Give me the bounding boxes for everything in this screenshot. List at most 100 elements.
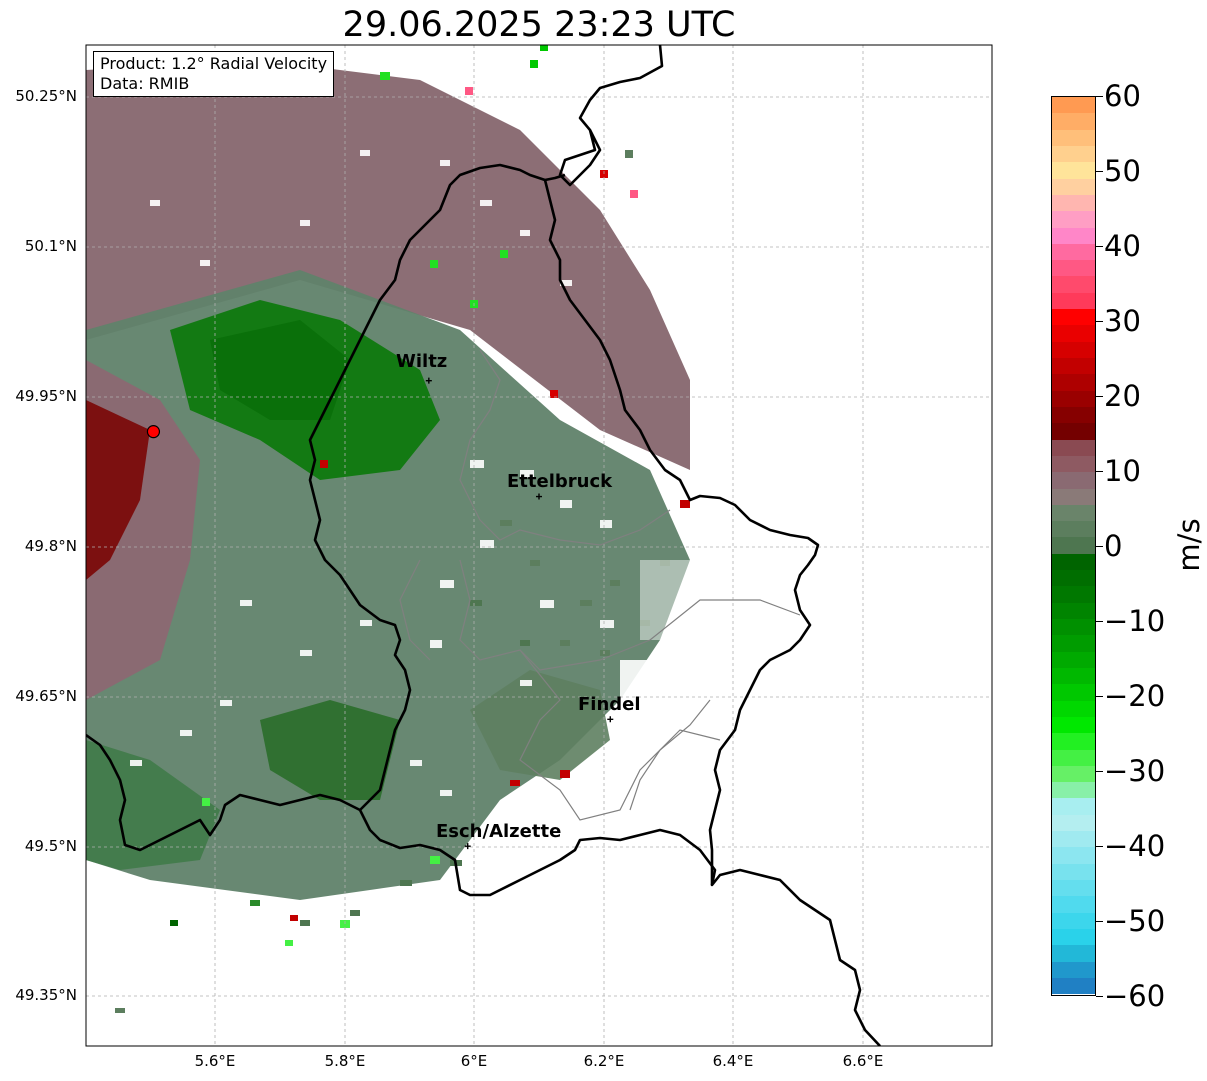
colorbar-tick [1096, 396, 1103, 397]
colorbar-segment [1052, 798, 1095, 815]
lat-tick-label: 49.35°N [15, 986, 77, 1004]
radar-field [86, 45, 992, 1046]
colorbar-segment [1052, 341, 1095, 358]
colorbar-segment [1052, 945, 1095, 962]
echo-findel-cluster [470, 670, 610, 780]
colorbar-segment [1052, 276, 1095, 293]
colorbar-segment [1052, 619, 1095, 636]
echo-northern-receding [86, 60, 690, 470]
city-marker [425, 377, 432, 384]
colorbar-tick-label: −30 [1104, 754, 1166, 788]
colorbar-segment [1052, 880, 1095, 897]
colorbar-segment [1052, 129, 1095, 146]
city-marker [607, 716, 614, 723]
colorbar-tick [1096, 696, 1103, 697]
colorbar-tick [1096, 321, 1103, 322]
colorbar-tick [1096, 996, 1103, 997]
colorbar-unit-label: m/s [1172, 518, 1206, 572]
colorbar-tick [1096, 771, 1103, 772]
national-borders [86, 45, 881, 1046]
colorbar-tick-label: −40 [1104, 829, 1166, 863]
colorbar-segment [1052, 831, 1095, 848]
colorbar-segment [1052, 961, 1095, 978]
colorbar-segment [1052, 406, 1095, 424]
colorbar-tick-label: 20 [1104, 379, 1141, 413]
colorbar-segment [1052, 472, 1095, 489]
colorbar-tick-label: −10 [1104, 604, 1166, 638]
colorbar-segment [1052, 537, 1095, 554]
gridlines [86, 45, 992, 1046]
canton-borders [399, 349, 801, 821]
colorbar-tick [1096, 621, 1103, 622]
lat-tick-label: 50.25°N [15, 87, 77, 105]
info-box: Product: 1.2° Radial Velocity Data: RMIB [93, 51, 335, 97]
product-text: Product: 1.2° Radial Velocity [100, 54, 328, 73]
colorbar-segment [1052, 113, 1095, 130]
lat-tick-label: 49.8°N [24, 537, 77, 555]
lat-tick-label: 49.95°N [15, 387, 77, 405]
lon-tick-label: 6°E [460, 1052, 488, 1070]
colorbar-tick-label: 30 [1104, 304, 1141, 338]
map-title: 29.06.2025 23:23 UTC [342, 5, 736, 45]
colorbar-segment [1052, 733, 1095, 750]
city-marker [464, 843, 471, 850]
colorbar-segment [1052, 977, 1095, 995]
lat-tick-label: 49.5°N [24, 837, 77, 855]
colorbar-segment [1052, 260, 1095, 277]
colorbar-segment [1052, 390, 1095, 407]
lon-tick-label: 6.2°E [583, 1052, 625, 1070]
colorbar-segment [1052, 896, 1095, 913]
colorbar-segment [1052, 504, 1095, 522]
colorbar-segment [1052, 211, 1095, 228]
echo-south-strong [260, 700, 400, 800]
colorbar-segment [1052, 912, 1095, 929]
data-source-text: Data: RMIB [100, 74, 190, 93]
lon-tick-label: 6.4°E [712, 1052, 754, 1070]
colorbar-tick-label: 10 [1104, 454, 1141, 488]
city-label-wiltz: Wiltz [396, 351, 448, 372]
city-marker [536, 493, 542, 500]
colorbar-segment [1052, 602, 1095, 619]
colorbar-segment [1052, 570, 1095, 587]
colorbar-tick-label: 60 [1104, 79, 1141, 113]
colorbar-segment [1052, 227, 1095, 244]
colorbar-tick-label: −50 [1104, 904, 1166, 938]
colorbar-segment [1052, 358, 1095, 375]
colorbar-segment [1052, 553, 1095, 571]
colorbar-segment [1052, 243, 1095, 261]
colorbar-tick-label: −20 [1104, 679, 1166, 713]
colorbar-segment [1052, 439, 1095, 456]
colorbar-tick [1096, 546, 1103, 547]
colorbar-segment [1052, 97, 1095, 114]
echo-core-inner [210, 320, 350, 420]
colorbar-segment [1052, 145, 1095, 163]
colorbar-segment [1052, 928, 1095, 946]
lon-tick-label: 6.6°E [842, 1052, 884, 1070]
colorbar-segment [1052, 700, 1095, 717]
colorbar-segment [1052, 178, 1095, 195]
colorbar-tick [1096, 846, 1103, 847]
colorbar-segment [1052, 635, 1095, 652]
map-frame [85, 44, 993, 1047]
colorbar-tick [1096, 171, 1103, 172]
echo-southwest [86, 740, 220, 870]
colorbar [1051, 96, 1096, 996]
lat-tick-label: 49.65°N [15, 687, 77, 705]
colorbar-tick-label: 40 [1104, 229, 1141, 263]
colorbar-tick-label: 0 [1104, 529, 1123, 563]
city-label-esch-alzette: Esch/Alzette [436, 821, 562, 842]
lon-tick-label: 5.8°E [324, 1052, 366, 1070]
colorbar-tick [1096, 246, 1103, 247]
colorbar-segment [1052, 194, 1095, 212]
radar-site-marker [146, 425, 161, 439]
colorbar-segment [1052, 716, 1095, 734]
colorbar-segment [1052, 651, 1095, 668]
colorbar-tick [1096, 96, 1103, 97]
colorbar-tick-label: −60 [1104, 979, 1166, 1013]
colorbar-segment [1052, 521, 1095, 538]
colorbar-segment [1052, 765, 1095, 783]
colorbar-segment [1052, 423, 1095, 440]
colorbar-tick [1096, 921, 1103, 922]
colorbar-tick [1096, 471, 1103, 472]
